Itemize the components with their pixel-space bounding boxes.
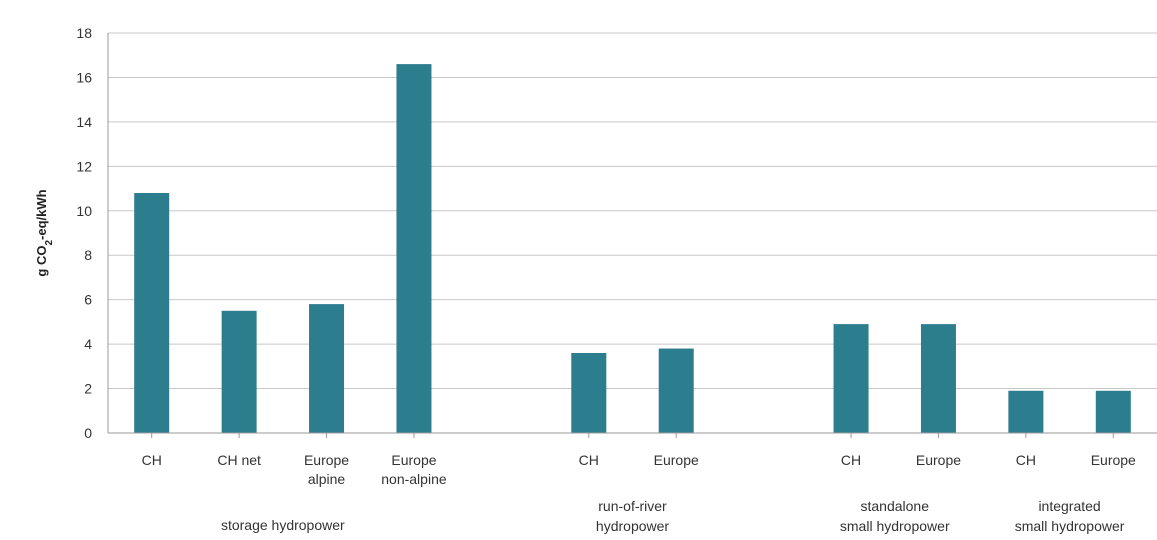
category-label: CH net [217, 452, 261, 468]
y-tick-label: 2 [84, 381, 92, 397]
y-tick-label: 0 [84, 425, 92, 441]
group-label: small hydropower [1015, 518, 1125, 534]
y-axis-title: g CO2-eq/kWh [34, 189, 55, 276]
y-tick-label: 6 [84, 292, 92, 308]
x-axis-labels: CH CH net Europe alpine Europe non-alpine CH Eu… [142, 452, 1136, 534]
category-label: CH [1016, 452, 1036, 468]
bar [571, 353, 607, 433]
category-label: CH [142, 452, 162, 468]
y-tick-label: 18 [76, 25, 92, 41]
bar [833, 324, 869, 433]
group-label: run-of-river [598, 498, 667, 514]
category-label: Europe [1091, 452, 1136, 468]
bar [1008, 390, 1044, 433]
bar [221, 310, 257, 433]
category-label: Europe [391, 452, 436, 468]
y-axis-ticks: 0 2 4 6 8 10 12 14 16 18 [76, 25, 92, 441]
gridlines [108, 32, 1157, 390]
category-label: alpine [308, 471, 346, 487]
category-label: Europe [304, 452, 349, 468]
bar [920, 324, 956, 433]
category-label: Europe [916, 452, 961, 468]
y-tick-label: 16 [76, 69, 92, 85]
group-label: standalone [860, 498, 929, 514]
group-label: integrated [1038, 498, 1100, 514]
bars [134, 64, 1131, 433]
y-axis-label: g CO2-eq/kWh [34, 189, 55, 276]
y-tick-label: 14 [76, 114, 92, 130]
group-label: hydropower [596, 518, 669, 534]
bar [396, 64, 432, 433]
category-label: Europe [654, 452, 699, 468]
group-label: storage hydropower [221, 517, 345, 533]
y-tick-label: 10 [76, 203, 92, 219]
y-tick-label: 12 [76, 158, 92, 174]
category-label: CH [841, 452, 861, 468]
bar [134, 193, 170, 433]
group-label: small hydropower [840, 518, 950, 534]
category-label: non-alpine [381, 471, 447, 487]
axes [107, 33, 1157, 438]
bar [309, 304, 345, 433]
y-tick-label: 4 [84, 336, 92, 352]
y-tick-label: 8 [84, 247, 92, 263]
category-label: CH [579, 452, 599, 468]
bar [1095, 390, 1131, 433]
bar [658, 348, 694, 433]
